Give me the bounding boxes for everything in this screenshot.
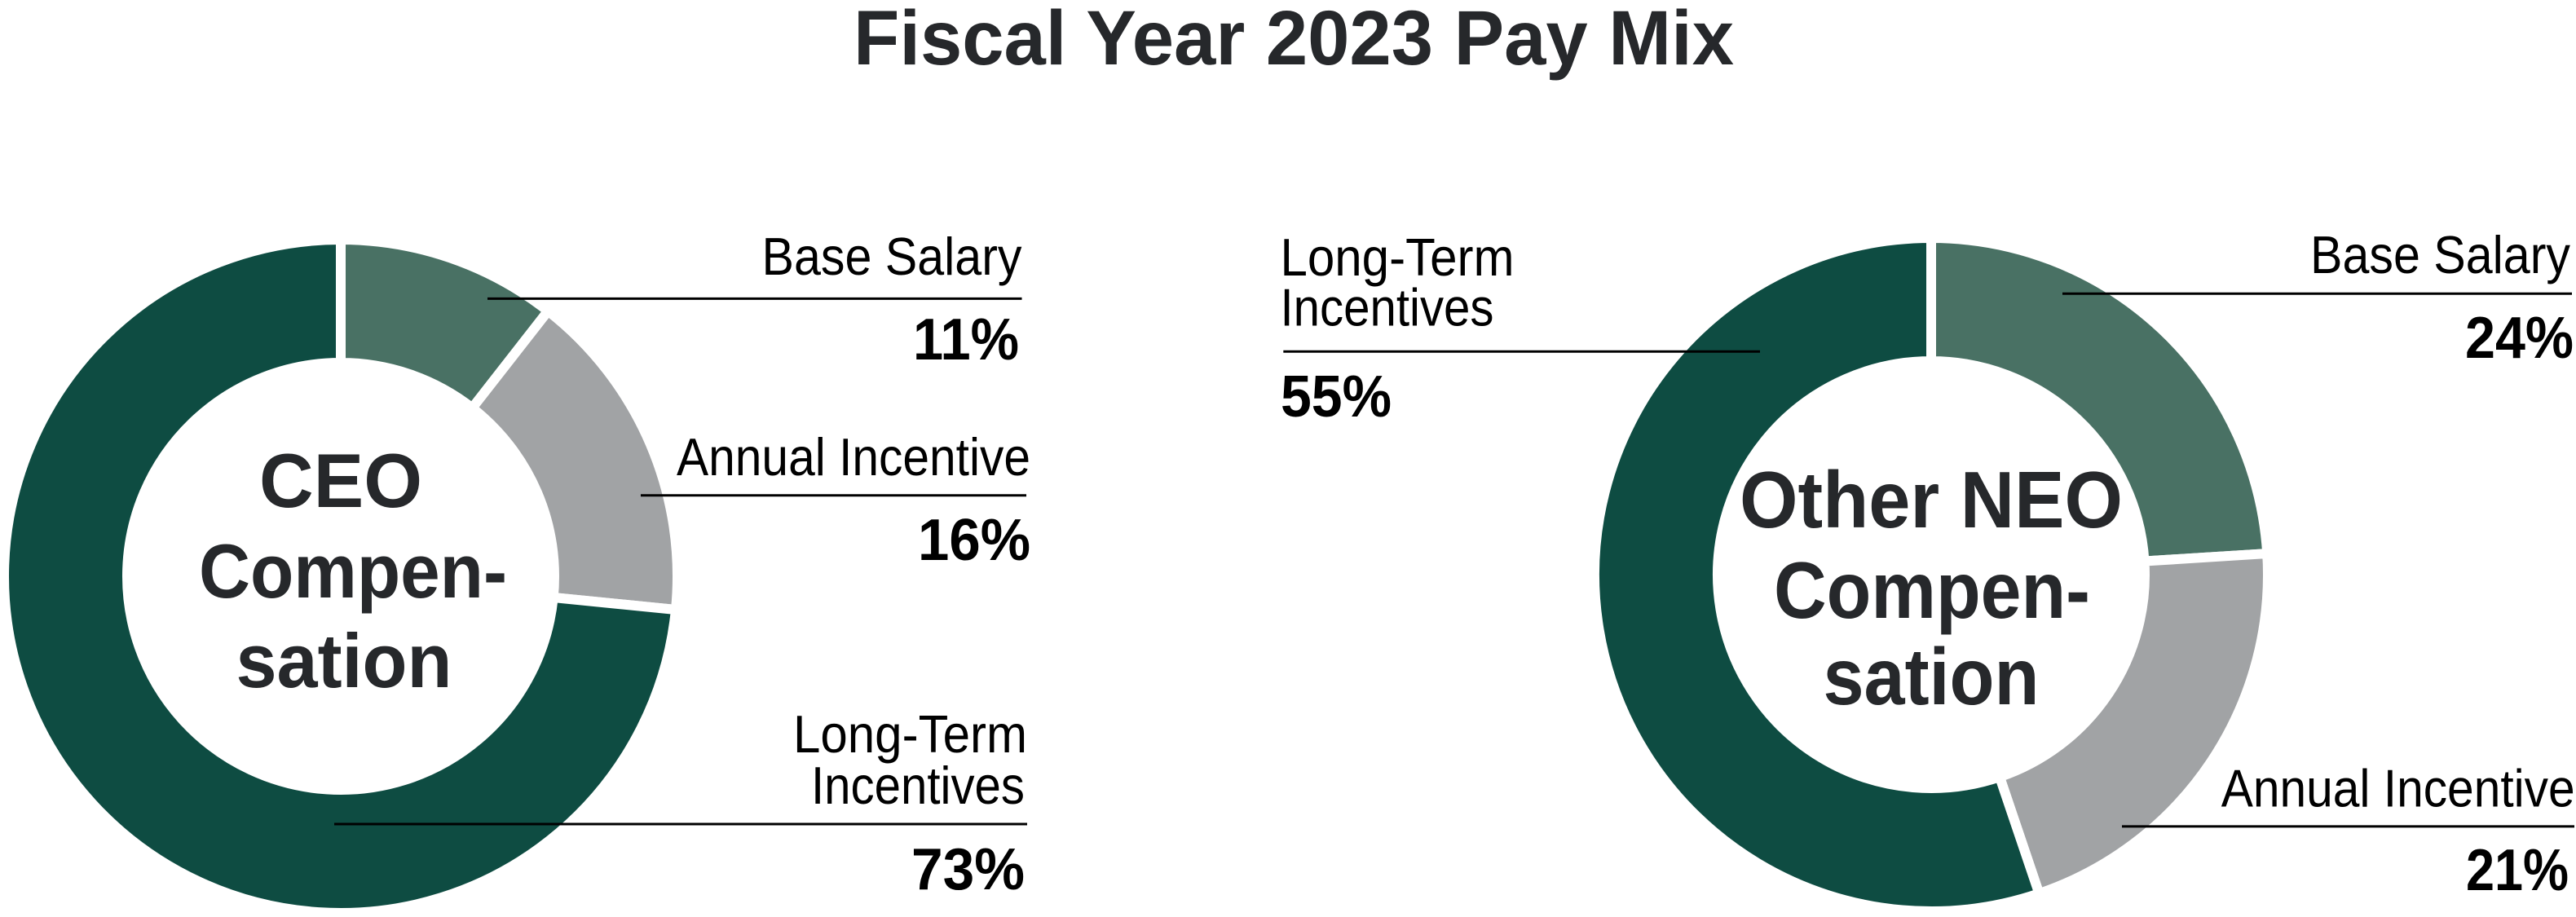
svg-text:Long-Term: Long-Term (793, 704, 1027, 764)
svg-text:Fiscal Year 2023 Pay Mix: Fiscal Year 2023 Pay Mix (854, 0, 1734, 82)
svg-text:16%: 16% (918, 508, 1030, 573)
svg-text:Base Salary: Base Salary (2310, 225, 2570, 284)
svg-text:Compen-: Compen- (199, 528, 507, 614)
svg-text:Base Salary: Base Salary (762, 227, 1022, 286)
svg-text:Incentives: Incentives (1281, 278, 1494, 337)
svg-text:Incentives: Incentives (811, 756, 1025, 815)
svg-text:11%: 11% (913, 307, 1019, 373)
svg-text:sation: sation (236, 618, 452, 703)
svg-text:Other NEO: Other NEO (1740, 455, 2123, 544)
svg-text:55%: 55% (1281, 364, 1392, 430)
svg-text:73%: 73% (911, 837, 1025, 902)
svg-text:sation: sation (1824, 632, 2040, 721)
svg-text:Long-Term: Long-Term (1281, 227, 1515, 287)
svg-text:Annual Incentive: Annual Incentive (2221, 759, 2575, 818)
svg-text:24%: 24% (2465, 306, 2574, 371)
svg-text:Compen-: Compen- (1774, 545, 2090, 635)
svg-text:21%: 21% (2466, 838, 2569, 903)
svg-text:CEO: CEO (259, 438, 422, 523)
svg-text:Annual Incentive: Annual Incentive (677, 427, 1030, 487)
